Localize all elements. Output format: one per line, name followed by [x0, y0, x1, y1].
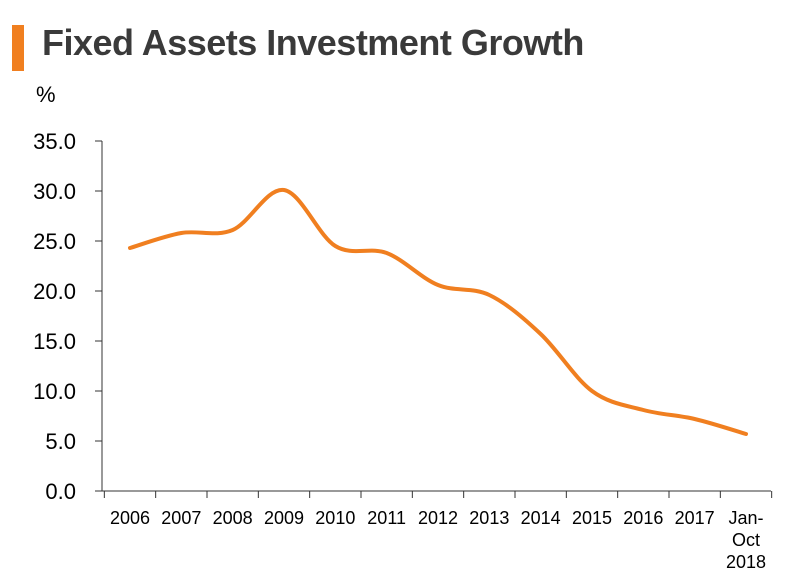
y-tick-label: 30.0	[33, 179, 76, 204]
x-tick-label: 2006	[110, 508, 150, 528]
series-line	[128, 187, 748, 436]
x-tick-label: 2015	[572, 508, 612, 528]
x-tick-label: 2007	[161, 508, 201, 528]
x-tick-label: Jan-Oct 2018	[726, 508, 766, 572]
x-tick-label: 2010	[315, 508, 355, 528]
x-tick-label: 2009	[264, 508, 304, 528]
chart-axes	[95, 140, 773, 498]
x-tick-label: 2011	[367, 508, 406, 528]
title-accent-bar	[12, 25, 24, 71]
y-axis-unit-label: %	[36, 82, 56, 107]
x-tick-label: 2013	[469, 508, 509, 528]
x-tick-label: 2008	[213, 508, 253, 528]
x-tick-label: 2017	[675, 508, 715, 528]
y-tick-label: 20.0	[33, 279, 76, 304]
y-tick-labels: 0.0 5.0 10.0 15.0 20.0 25.0 30.0 35.0	[33, 129, 76, 504]
x-tick-label: 2014	[521, 508, 561, 528]
y-tick-label: 0.0	[45, 479, 76, 504]
y-tick-label: 35.0	[33, 129, 76, 154]
y-tick-label: 5.0	[45, 429, 76, 454]
chart-series	[128, 187, 748, 436]
y-tick-label: 10.0	[33, 379, 76, 404]
y-tick-label: 25.0	[33, 229, 76, 254]
x-tick-label: 2016	[623, 508, 663, 528]
y-tick-label: 15.0	[33, 329, 76, 354]
x-tick-label: 2012	[418, 508, 458, 528]
x-tick-labels: 2006 2007 2008 2009 2010 2011 2012 2013 2014 2015…	[110, 508, 766, 572]
chart-title: Fixed Assets Investment Growth	[42, 22, 584, 63]
